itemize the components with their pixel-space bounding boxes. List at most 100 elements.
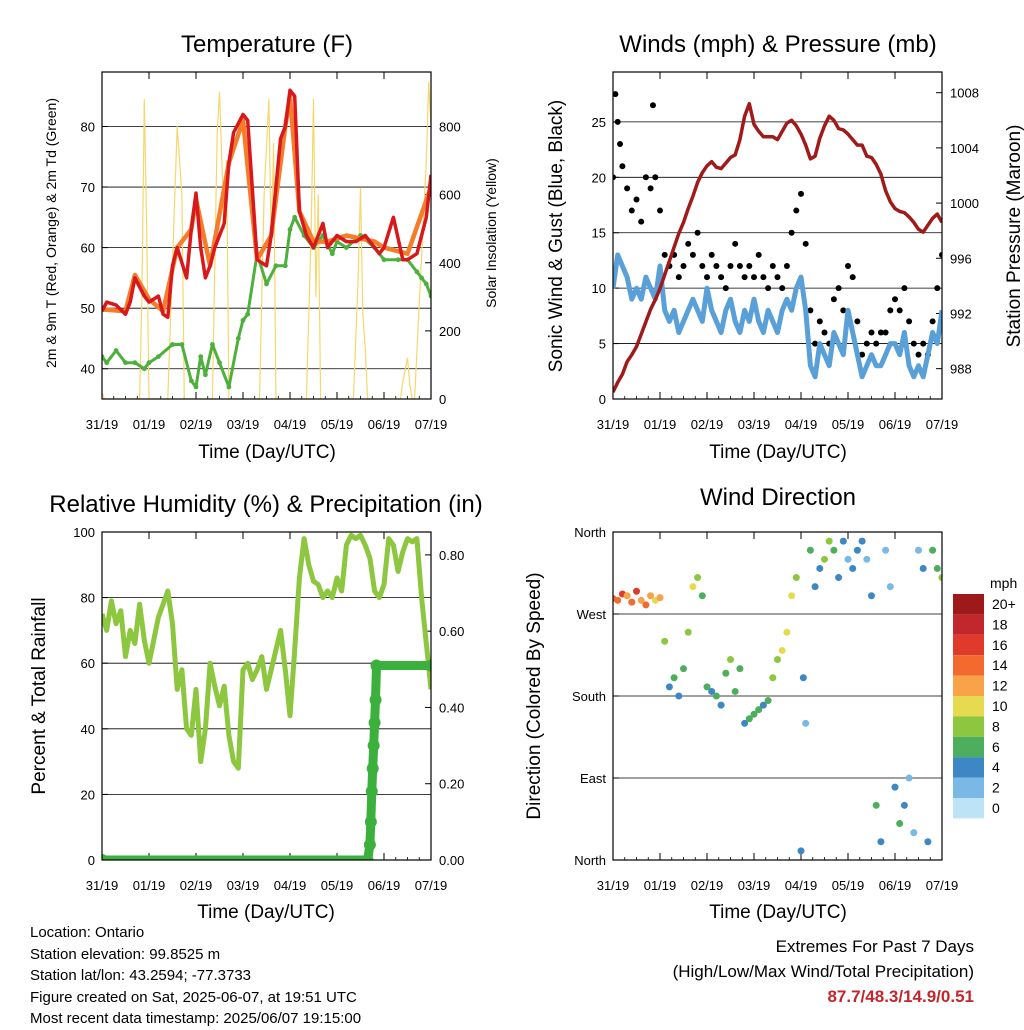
dewpoint-point — [203, 372, 208, 378]
wind-direction-point — [858, 537, 866, 545]
winds-ytick-label: 15 — [592, 226, 606, 241]
gust-point — [718, 274, 725, 281]
gust-point — [882, 329, 889, 336]
humidity-ytick-right-label: 0.20 — [439, 777, 464, 792]
temperature-ytick-right-label: 200 — [439, 324, 461, 339]
speed-legend-label: 0 — [992, 800, 1000, 816]
wind-direction-point — [802, 719, 810, 727]
total-precipitation-point — [370, 659, 383, 672]
gust-point — [812, 340, 819, 347]
dewpoint-point — [245, 311, 251, 317]
wind-direction-point — [849, 564, 857, 572]
wind-direction-point — [886, 583, 894, 591]
temperature-xtick-label: 01/19 — [133, 417, 166, 432]
speed-legend-label: 14 — [992, 657, 1008, 673]
wind-direction-title: Wind Direction — [700, 484, 856, 511]
direction-xtick-label: 31/19 — [597, 878, 630, 893]
gust-point — [647, 185, 654, 192]
gust-point — [849, 274, 856, 281]
station-elevation: Station elevation: 99.8525 m — [30, 945, 221, 963]
humidity-xtick-label: 03/19 — [227, 878, 260, 893]
direction-xtick-label: 06/19 — [879, 878, 912, 893]
wind-direction-point — [741, 719, 749, 727]
wind-direction-point — [727, 656, 734, 664]
winds-xtick-label: 03/19 — [738, 417, 771, 432]
gust-point — [614, 118, 621, 125]
temperature-frame — [101, 71, 432, 400]
winds-ytick-label: 0 — [599, 392, 606, 407]
humidity-ytick-label: 0 — [88, 853, 95, 868]
speed-legend-label: 2 — [992, 780, 1000, 796]
wind-direction-point — [769, 674, 777, 682]
dewpoint-point — [282, 263, 288, 269]
wind-direction-point — [778, 646, 786, 654]
gust-point — [807, 307, 814, 314]
gust-point — [617, 141, 624, 148]
gust-point — [708, 251, 715, 258]
wind-direction-point — [637, 596, 645, 604]
gust-point — [802, 240, 809, 247]
dewpoint-point — [423, 281, 429, 287]
speed-legend-label: 10 — [992, 698, 1008, 714]
speed-legend-swatch — [953, 736, 984, 758]
station-pressure-line — [613, 101, 942, 393]
winds-ytick-right-label: 1000 — [950, 196, 979, 211]
winds-xtick-label: 02/19 — [691, 417, 724, 432]
dewpoint-point — [292, 214, 298, 220]
wind-direction-point — [680, 665, 687, 673]
dewpoint-point — [193, 384, 199, 390]
gust-point — [746, 262, 753, 269]
total-precipitation-line — [102, 661, 431, 860]
gust-point — [619, 163, 626, 170]
dewpoint-point — [188, 378, 194, 384]
humidity-ytick-label: 60 — [81, 656, 95, 671]
wind-direction-point — [759, 701, 767, 709]
wind-direction-point — [722, 669, 730, 677]
wind-direction-point — [792, 574, 800, 582]
humidity-xtick-label: 31/19 — [86, 878, 119, 893]
wind-direction-xlabel: Time (Day/UTC) — [709, 902, 847, 923]
wind-direction-point — [896, 820, 904, 828]
gust-point — [934, 285, 941, 292]
gust-point — [896, 307, 903, 314]
dewpoint-point — [217, 360, 222, 366]
wind-direction-point — [783, 628, 791, 636]
gust-point — [859, 351, 866, 358]
gust-point — [638, 218, 645, 225]
dewpoint-point — [287, 227, 293, 232]
gust-point — [887, 307, 894, 314]
winds-ytick-right-label: 988 — [950, 362, 972, 377]
gust-point — [680, 262, 687, 269]
wind-direction-ylabel: Direction (Colored By Speed) — [524, 572, 545, 819]
speed-legend-swatch — [953, 777, 984, 798]
direction-xtick-label: 02/19 — [691, 878, 724, 893]
speed-legend-label: 4 — [992, 759, 1000, 775]
wind-direction-point — [797, 847, 805, 855]
wind-direction-point — [877, 838, 885, 846]
wind-direction-point — [900, 801, 908, 809]
wind-direction-point — [703, 683, 711, 691]
temperature-title: Temperature (F) — [181, 31, 353, 58]
wind-direction-point — [938, 574, 942, 582]
dewpoint-point — [235, 336, 241, 341]
gust-point — [779, 285, 786, 292]
gust-point — [821, 329, 828, 336]
speed-legend-label: 20+ — [992, 596, 1016, 612]
gust-point — [642, 174, 649, 181]
wind-direction-point — [731, 687, 739, 695]
gust-point — [741, 274, 748, 281]
winds-ytick-label: 10 — [592, 281, 606, 296]
winds-title: Winds (mph) & Pressure (mb) — [619, 31, 936, 58]
wind-direction-point — [839, 537, 847, 545]
winds-frame — [612, 71, 943, 400]
direction-xtick-label: 04/19 — [785, 878, 818, 893]
wind-direction-point — [764, 697, 772, 705]
direction-xtick-label: 07/19 — [926, 878, 959, 893]
winds-ytick-right-label: 992 — [950, 306, 972, 321]
winds-ytick-label: 20 — [592, 170, 606, 185]
speed-legend-title: mph — [990, 575, 1017, 591]
total-precipitation-point — [102, 854, 108, 860]
speed-legend-label: 18 — [992, 616, 1008, 632]
wind-direction-point — [623, 592, 631, 600]
